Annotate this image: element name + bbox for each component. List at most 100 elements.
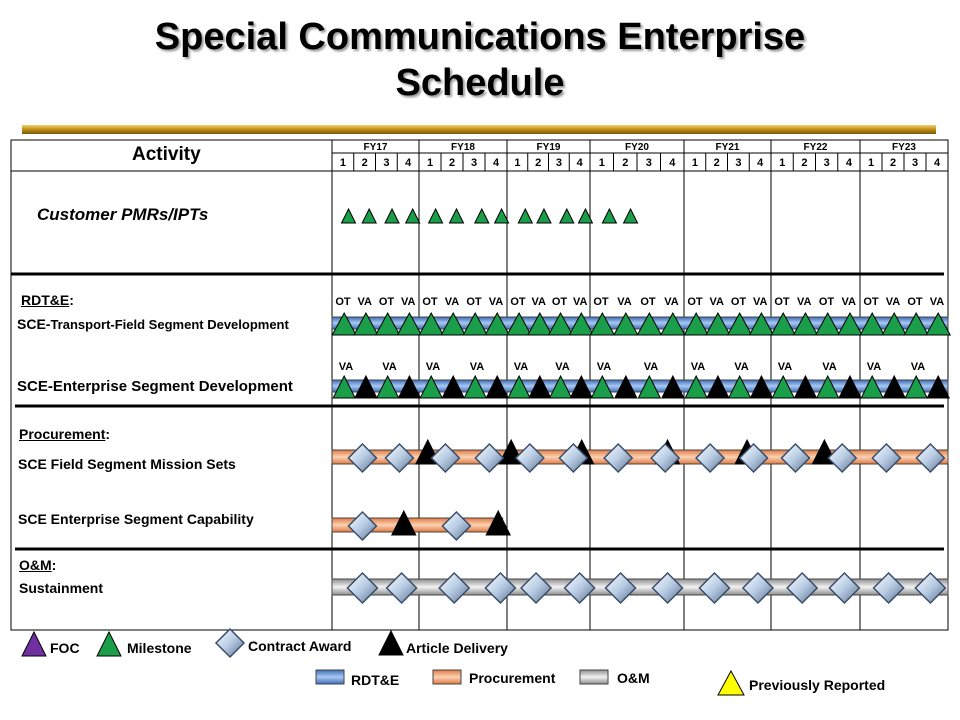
field-mission-award-marker [558,442,589,474]
transport-milestone-marker [705,311,731,336]
pmr-milestone-marker [384,207,400,224]
transport-milestone-marker [837,311,863,336]
sustainment-award-marker [385,571,418,605]
transport-milestone-marker [881,311,908,336]
quarter-label: 3 [646,157,652,169]
transport-milestone-marker [814,311,841,336]
quarter-label: 3 [735,157,741,169]
activity-header: Activity [132,144,201,165]
quarter-label: 3 [383,157,389,169]
transport-test-label: OT [640,296,656,308]
quarter-label: 3 [556,157,562,169]
enterprise-dev-milestone-marker [332,374,356,399]
fy-label: FY20 [625,142,649,153]
row-label-enterprise-cap: SCE Enterprise Segment Capability [18,511,254,527]
procurement-heading-colon: : [105,426,111,442]
enterprise-dev-test-label: VA [339,361,354,373]
field-mission-award-marker [430,442,461,474]
transport-test-label: VA [886,296,901,308]
enterprise-dev-milestone-marker [860,374,885,399]
fy-label: FY23 [892,142,916,153]
enterprise-dev-delivery-marker [569,374,594,399]
enterprise-dev-milestone-marker [590,374,615,399]
transport-milestone-marker [526,311,553,336]
sustainment-award-marker [698,571,731,605]
section-heading-rdte: RDT&E: [21,292,74,308]
quarter-label: 3 [471,157,477,169]
fy-label: FY18 [451,142,475,153]
transport-test-label: VA [842,296,857,308]
field-mission-award-marker [650,442,681,474]
transport-milestone-marker [440,311,467,336]
quarter-label: 2 [801,157,807,169]
sustainment-award-marker [741,571,775,605]
enterprise-dev-delivery-marker [614,374,638,399]
transport-rest: Transport-Field Segment Development [50,317,289,332]
title-line-1: Special Communications Enterprise [154,16,806,58]
transport-milestone-marker [903,311,930,336]
transport-milestone-marker [748,311,775,336]
legend-milestone-icon [96,630,122,657]
transport-milestone-marker [462,311,489,336]
transport-milestone-marker [859,311,886,336]
transport-test-label: OT [907,296,923,308]
legend-rdte-label: RDT&E [351,672,400,688]
enterprise-dev-test-label: VA [691,361,706,373]
legend-foc-label: FOC [50,640,80,656]
legend-article-delivery-icon [378,629,404,656]
field-mission-award-marker [603,442,634,474]
om-heading-text: O&M [19,557,52,573]
transport-test-label: VA [532,296,547,308]
enterprise-dev-rdte-bar [331,379,949,393]
transport-test-label: VA [358,296,373,308]
quarter-label: 3 [912,157,918,169]
quarter-label: 1 [779,157,785,169]
transport-rdte-bar [331,316,949,330]
field-mission-award-marker [827,442,858,474]
enterprise-dev-delivery-marker [441,374,466,399]
legend-contract-award-icon [214,627,246,659]
legend-foc-icon [21,630,47,657]
quarter-label: 1 [427,157,433,169]
pmr-milestone-marker [361,207,377,224]
enterprise-dev-test-label: VA [911,361,926,373]
transport-test-label: OT [593,296,609,308]
enterprise-dev-test-label: VA [470,361,485,373]
transport-test-label: OT [863,296,879,308]
pmr-milestone-marker [427,207,444,224]
quarter-label: 4 [669,157,676,169]
fy-label: FY22 [804,142,828,153]
enterprise-dev-delivery-marker [485,374,510,399]
transport-milestone-marker [683,311,710,336]
quarter-label: 2 [449,157,455,169]
pmr-milestone-marker [577,207,594,224]
transport-test-label: OT [510,296,526,308]
enterprise-dev-delivery-marker [793,374,818,399]
sustainment-award-marker [438,571,471,605]
row-label-enterprise-dev: SCE-Enterprise Segment Development [17,378,293,395]
field-mission-award-marker [871,442,902,474]
quarter-label: 1 [514,157,520,169]
row-label-sustainment: Sustainment [19,580,104,596]
sustainment-award-marker [346,571,379,605]
quarter-label: 1 [340,157,346,169]
enterprise-dev-milestone-marker [548,374,573,399]
row-label-pmr: Customer PMRs/IPTs [37,205,209,224]
transport-milestone-marker [636,311,663,336]
procurement-heading-text: Procurement [19,426,106,442]
pmr-milestone-marker [404,207,421,224]
field-mission-award-marker [738,442,769,474]
sustainment-award-marker [828,571,861,605]
enterprise-dev-test-label: VA [778,361,793,373]
quarter-label: 4 [493,157,500,169]
transport-milestone-marker [726,311,753,336]
sustainment-award-marker [563,571,596,605]
enterprise-dev-milestone-marker [375,374,400,399]
enterprise-dev-milestone-marker [637,374,662,399]
sustainment-award-marker [484,571,517,605]
legend-rdte-swatch [315,669,345,685]
enterprise-dev-milestone-marker [771,374,796,399]
transport-test-label: VA [401,296,416,308]
field-mission-award-marker [474,442,505,474]
pmr-milestone-marker [622,207,639,224]
